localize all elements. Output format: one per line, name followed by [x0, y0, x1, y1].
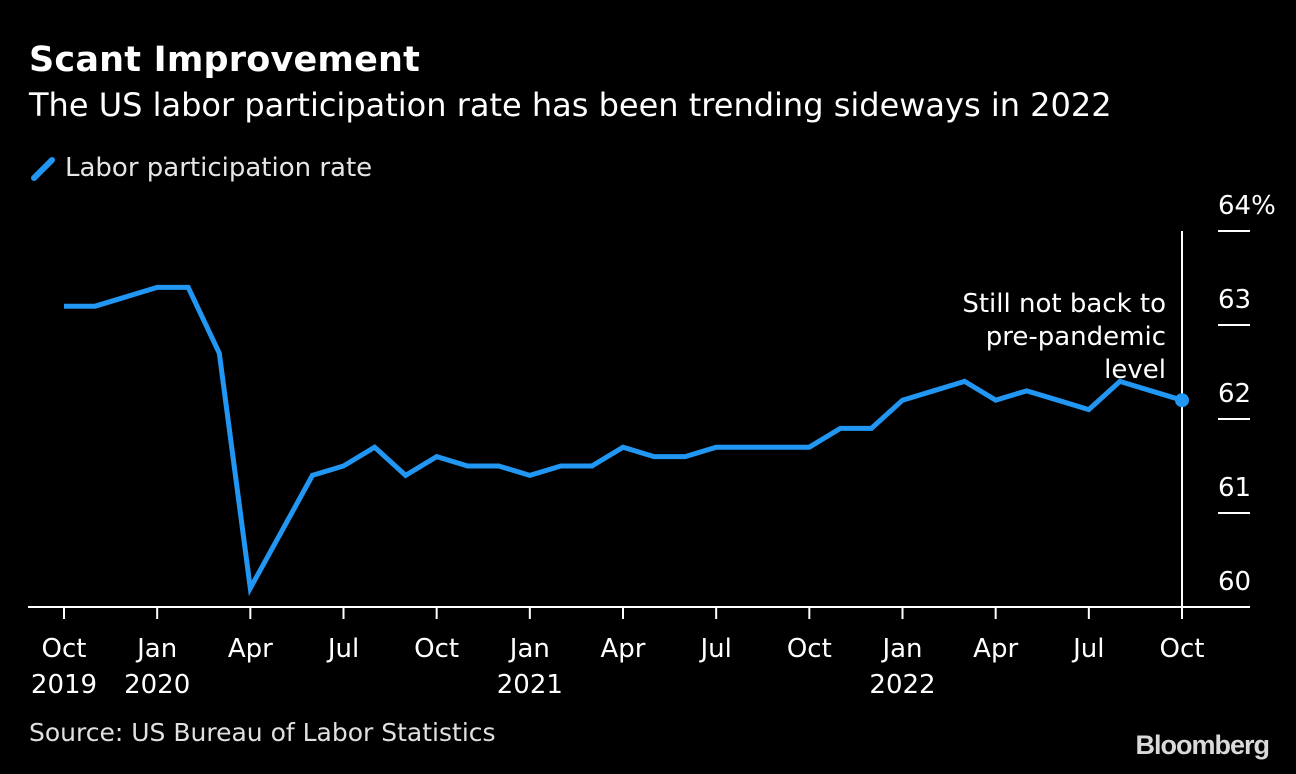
- legend: Labor participation rate: [29, 150, 372, 186]
- annotation-text: Still not back to: [962, 289, 1166, 319]
- brand-logo: Bloomberg: [1135, 730, 1270, 760]
- x-tick-year-label: 2022: [869, 670, 935, 700]
- y-tick-label: 62: [1218, 379, 1251, 409]
- annotation-text: level: [1104, 355, 1166, 385]
- chart-title: Scant Improvement: [29, 40, 421, 80]
- y-tick-label: 63: [1218, 285, 1251, 315]
- legend-label: Labor participation rate: [65, 153, 373, 183]
- x-tick-label: Jul: [698, 634, 731, 664]
- series-end-point: [1175, 393, 1189, 408]
- x-tick-label: Apr: [973, 634, 1018, 664]
- x-tick-label: Apr: [601, 634, 646, 664]
- x-tick-label: Oct: [1160, 634, 1205, 664]
- x-tick-label: Jul: [326, 634, 359, 664]
- y-tick-label: 64%: [1218, 191, 1276, 221]
- source-note: Source: US Bureau of Labor Statistics: [29, 718, 496, 747]
- series-line-labor-participation-rate: [64, 284, 1183, 597]
- x-tick-year-label: 2019: [31, 670, 97, 700]
- x-tick-label: Oct: [42, 634, 87, 664]
- y-tick-label: 60: [1218, 567, 1251, 597]
- x-tick-label: Apr: [228, 634, 273, 664]
- y-tick-label: 61: [1218, 473, 1251, 503]
- x-tick-year-label: 2021: [497, 670, 563, 700]
- annotation-text: pre-pandemic: [986, 322, 1166, 352]
- x-tick-label: Jan: [880, 634, 922, 664]
- x-tick-label: Oct: [787, 634, 832, 664]
- x-tick-label: Jan: [508, 634, 550, 664]
- x-tick-label: Oct: [414, 634, 459, 664]
- x-tick-label: Jul: [1071, 634, 1104, 664]
- x-tick-year-label: 2020: [124, 670, 190, 700]
- chart-subtitle: The US labor participation rate has been…: [29, 86, 1112, 124]
- x-tick-label: Jan: [135, 634, 177, 664]
- line-swatch-icon: [31, 157, 55, 181]
